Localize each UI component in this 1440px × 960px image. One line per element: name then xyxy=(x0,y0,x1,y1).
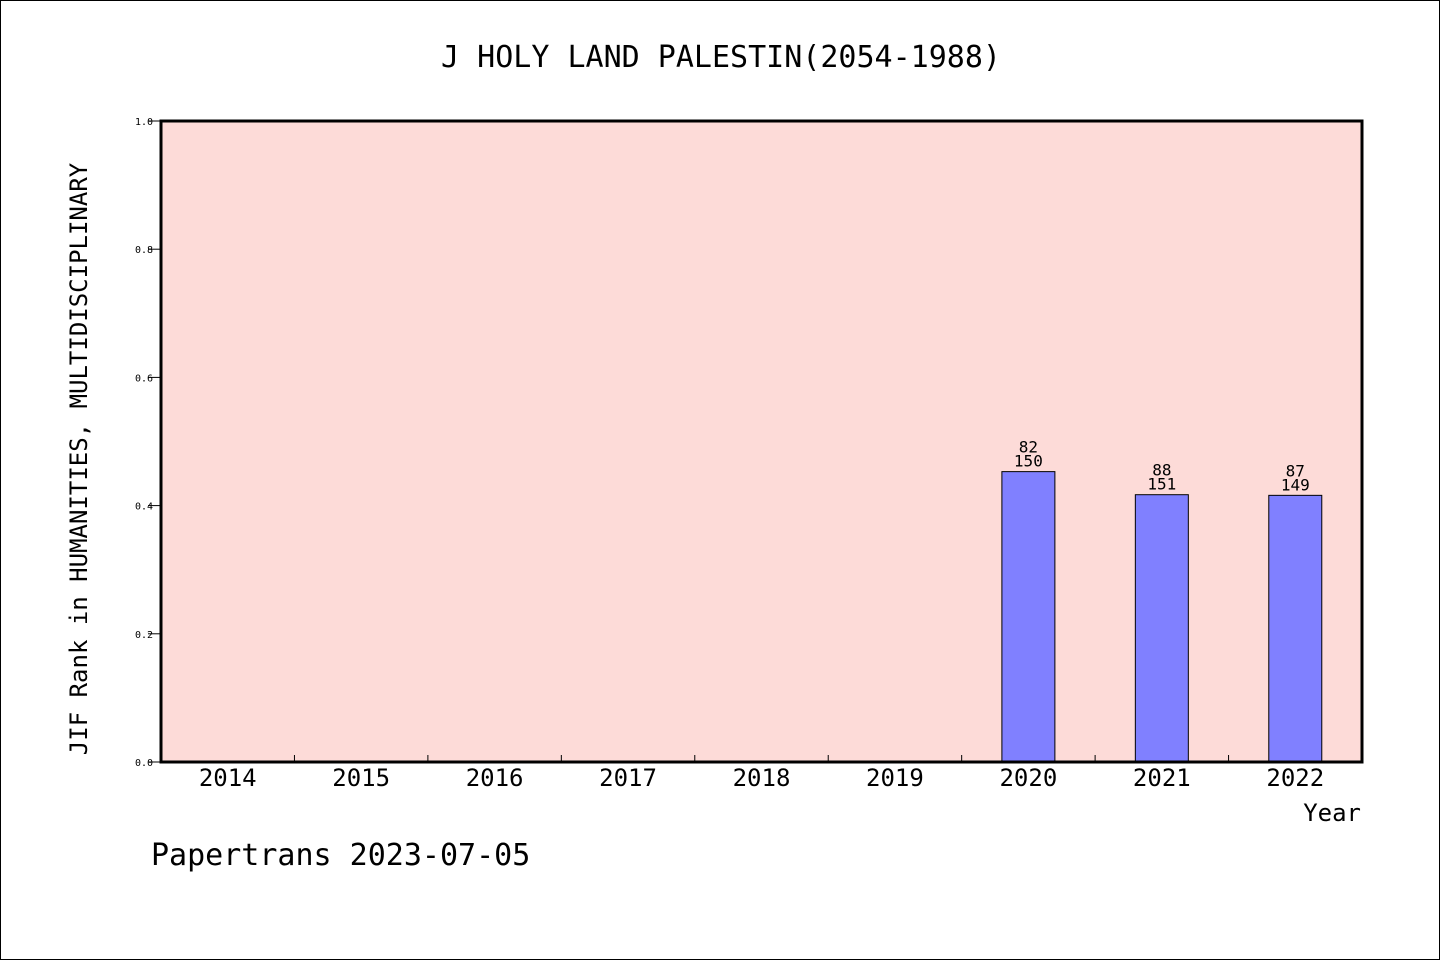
x-tick-label: 2014 xyxy=(199,764,257,792)
bar-series xyxy=(1001,471,1323,763)
y-tick-label: 0.4 xyxy=(135,502,153,513)
y-tick-label: 0.0 xyxy=(135,758,153,769)
footer-credit: Papertrans 2023-07-05 xyxy=(151,838,530,873)
y-axis-label: JIF Rank in HUMANITIES, MULTIDISCIPLINAR… xyxy=(65,162,93,755)
chart-title: J HOLY LAND PALESTIN(2054-1988) xyxy=(441,40,1001,75)
x-axis-label: Year xyxy=(1303,799,1361,827)
bar-total-label: 149 xyxy=(1281,475,1310,494)
x-axis-ticks: 2014 2015 2016 2017 2018 2019 2020 2021 2022 xyxy=(199,755,1324,792)
bar-2021 xyxy=(1134,494,1189,763)
bar-2022 xyxy=(1268,494,1323,763)
y-axis-ticks: 0.0 0.2 0.4 0.6 0.8 1.0 xyxy=(135,117,161,769)
y-tick-label: 1.0 xyxy=(135,117,153,128)
bar-rank-label: 82 xyxy=(1019,438,1038,457)
y-tick-label: 0.6 xyxy=(135,373,153,384)
x-tick-label: 2020 xyxy=(999,764,1057,792)
x-tick-label: 2021 xyxy=(1133,764,1191,792)
y-tick-label: 0.8 xyxy=(135,245,153,256)
x-tick-label: 2016 xyxy=(466,764,524,792)
y-tick-label: 0.2 xyxy=(135,630,153,641)
bar-rank-label: 87 xyxy=(1286,461,1305,480)
plot-border xyxy=(159,119,1364,764)
bar-rank-label: 88 xyxy=(1152,461,1171,480)
bar-2020 xyxy=(1001,471,1056,763)
bar-total-label: 151 xyxy=(1147,475,1176,494)
x-tick-label: 2015 xyxy=(332,764,390,792)
x-tick-label: 2017 xyxy=(599,764,657,792)
x-tick-label: 2019 xyxy=(866,764,924,792)
x-tick-label: 2022 xyxy=(1266,764,1324,792)
x-tick-label: 2018 xyxy=(733,764,791,792)
bar-total-label: 150 xyxy=(1014,452,1043,471)
